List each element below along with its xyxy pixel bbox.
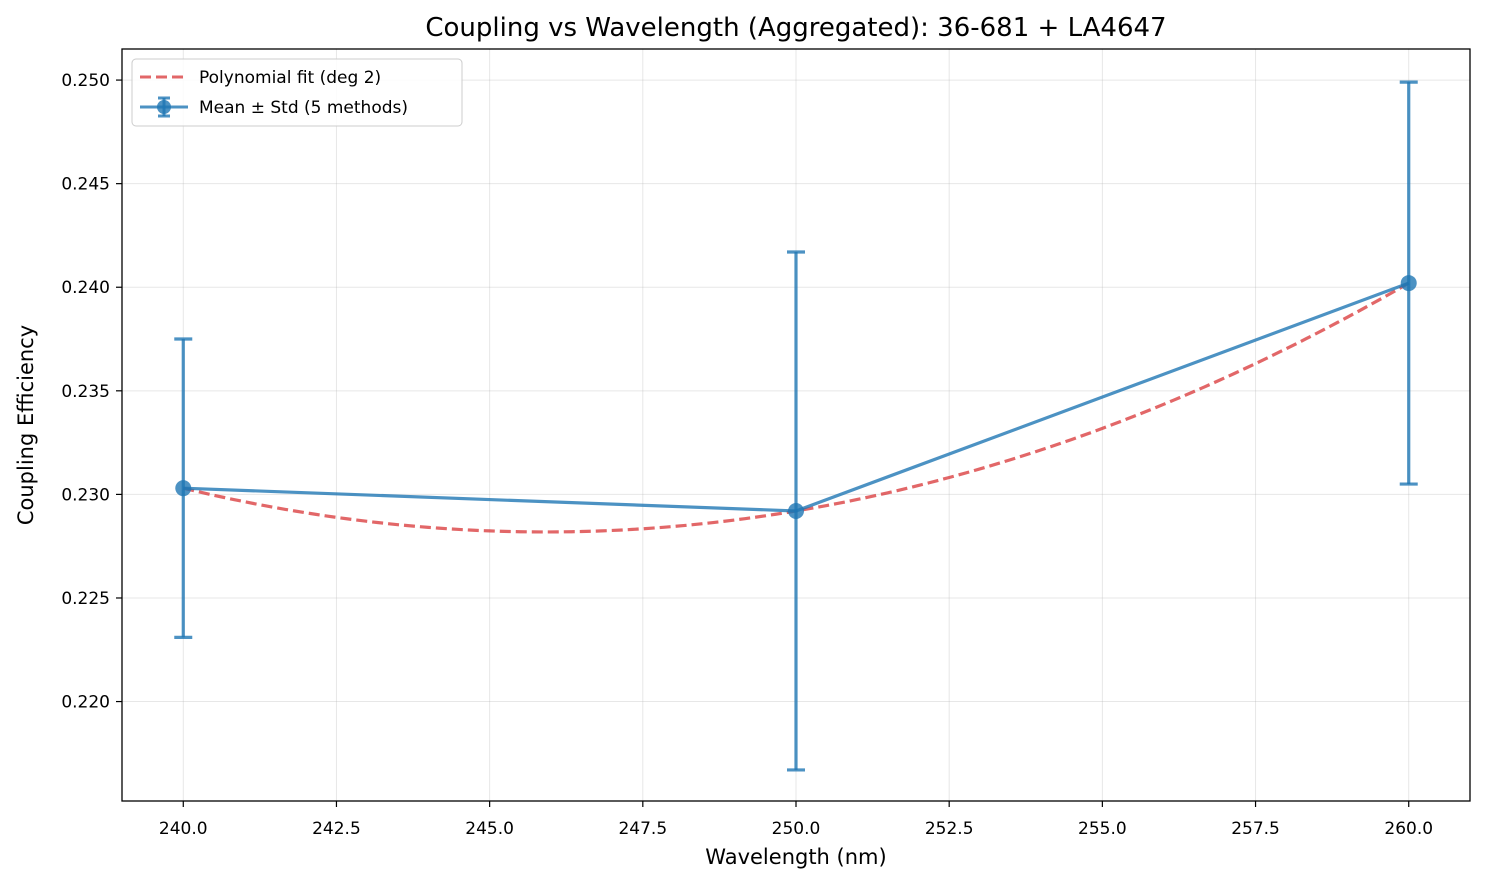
y-tick-label: 0.245 (61, 175, 110, 195)
mean-point (788, 502, 804, 519)
x-tick-label: 260.0 (1384, 819, 1433, 839)
x-axis-label: Wavelength (nm) (705, 845, 886, 869)
x-axis-ticks: 240.0 242.5 245.0 247.5 250.0 252.5 255.0 257.5… (159, 801, 1433, 839)
x-tick-label: 240.0 (159, 819, 208, 839)
mean-layer (174, 80, 1418, 772)
legend-mean-marker (157, 100, 171, 114)
y-axis-ticks: 0.220 0.225 0.230 0.235 0.240 0.245 0.250 (61, 71, 122, 713)
chart-title: Coupling vs Wavelength (Aggregated): 36-… (425, 13, 1166, 43)
y-tick-label: 0.240 (61, 278, 110, 298)
x-tick-label: 250.0 (772, 819, 821, 839)
x-tick-label: 257.5 (1231, 819, 1280, 839)
mean-point (175, 480, 192, 497)
y-tick-label: 0.220 (61, 693, 110, 713)
x-tick-label: 245.0 (465, 819, 514, 839)
x-tick-label: 252.5 (925, 819, 974, 839)
legend-fit-label: Polynomial fit (deg 2) (199, 68, 381, 88)
y-tick-label: 0.225 (61, 589, 110, 609)
y-tick-label: 0.250 (61, 71, 110, 91)
legend: Polynomial fit (deg 2) Mean ± Std (5 met… (131, 58, 463, 127)
y-tick-label: 0.230 (61, 485, 110, 505)
x-tick-label: 242.5 (312, 819, 361, 839)
y-tick-label: 0.235 (61, 382, 110, 402)
mean-point (1400, 275, 1417, 292)
y-axis-label: Coupling Efficiency (14, 325, 38, 525)
legend-mean-label: Mean ± Std (5 methods) (199, 98, 408, 118)
x-tick-label: 247.5 (618, 819, 667, 839)
x-tick-label: 255.0 (1078, 819, 1127, 839)
legend-box (131, 58, 463, 127)
